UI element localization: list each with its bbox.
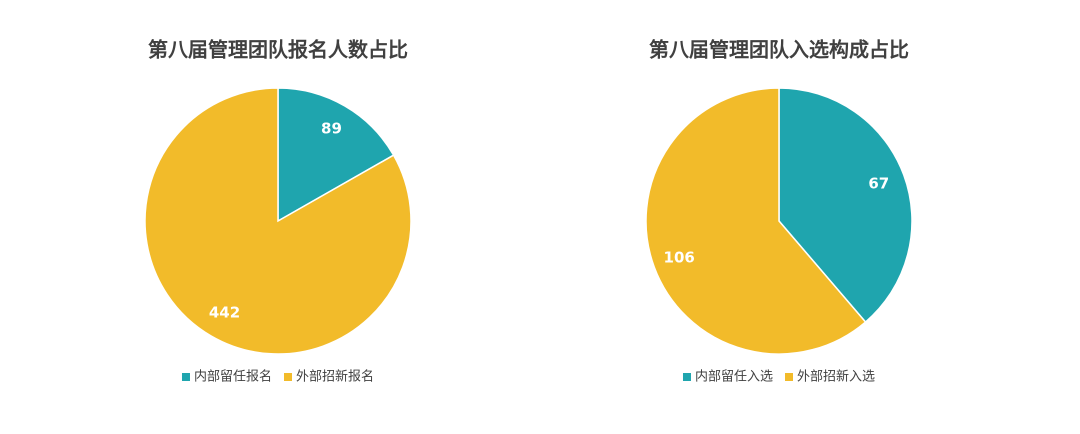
data-label: 67	[868, 175, 889, 193]
legend-marker	[785, 373, 793, 381]
legend-label: 外部招新入选	[797, 369, 875, 385]
pie-slice	[144, 87, 412, 355]
pie-slice	[277, 87, 395, 223]
pie-slice	[645, 87, 867, 355]
data-label: 89	[321, 120, 342, 138]
legend-label: 内部留任入选	[695, 369, 773, 385]
pie-slice	[778, 87, 913, 324]
data-label: 106	[664, 248, 695, 266]
legend-marker	[181, 373, 190, 381]
legend-label: 内部留任报名	[194, 369, 272, 385]
legend-marker	[682, 373, 691, 381]
legend-marker	[284, 373, 292, 381]
data-label: 442	[209, 303, 240, 321]
chart-title: 第八届管理团队入选构成占比	[649, 38, 909, 62]
chart-title: 第八届管理团队报名人数占比	[148, 38, 408, 62]
legend-label: 外部招新报名	[296, 369, 374, 385]
